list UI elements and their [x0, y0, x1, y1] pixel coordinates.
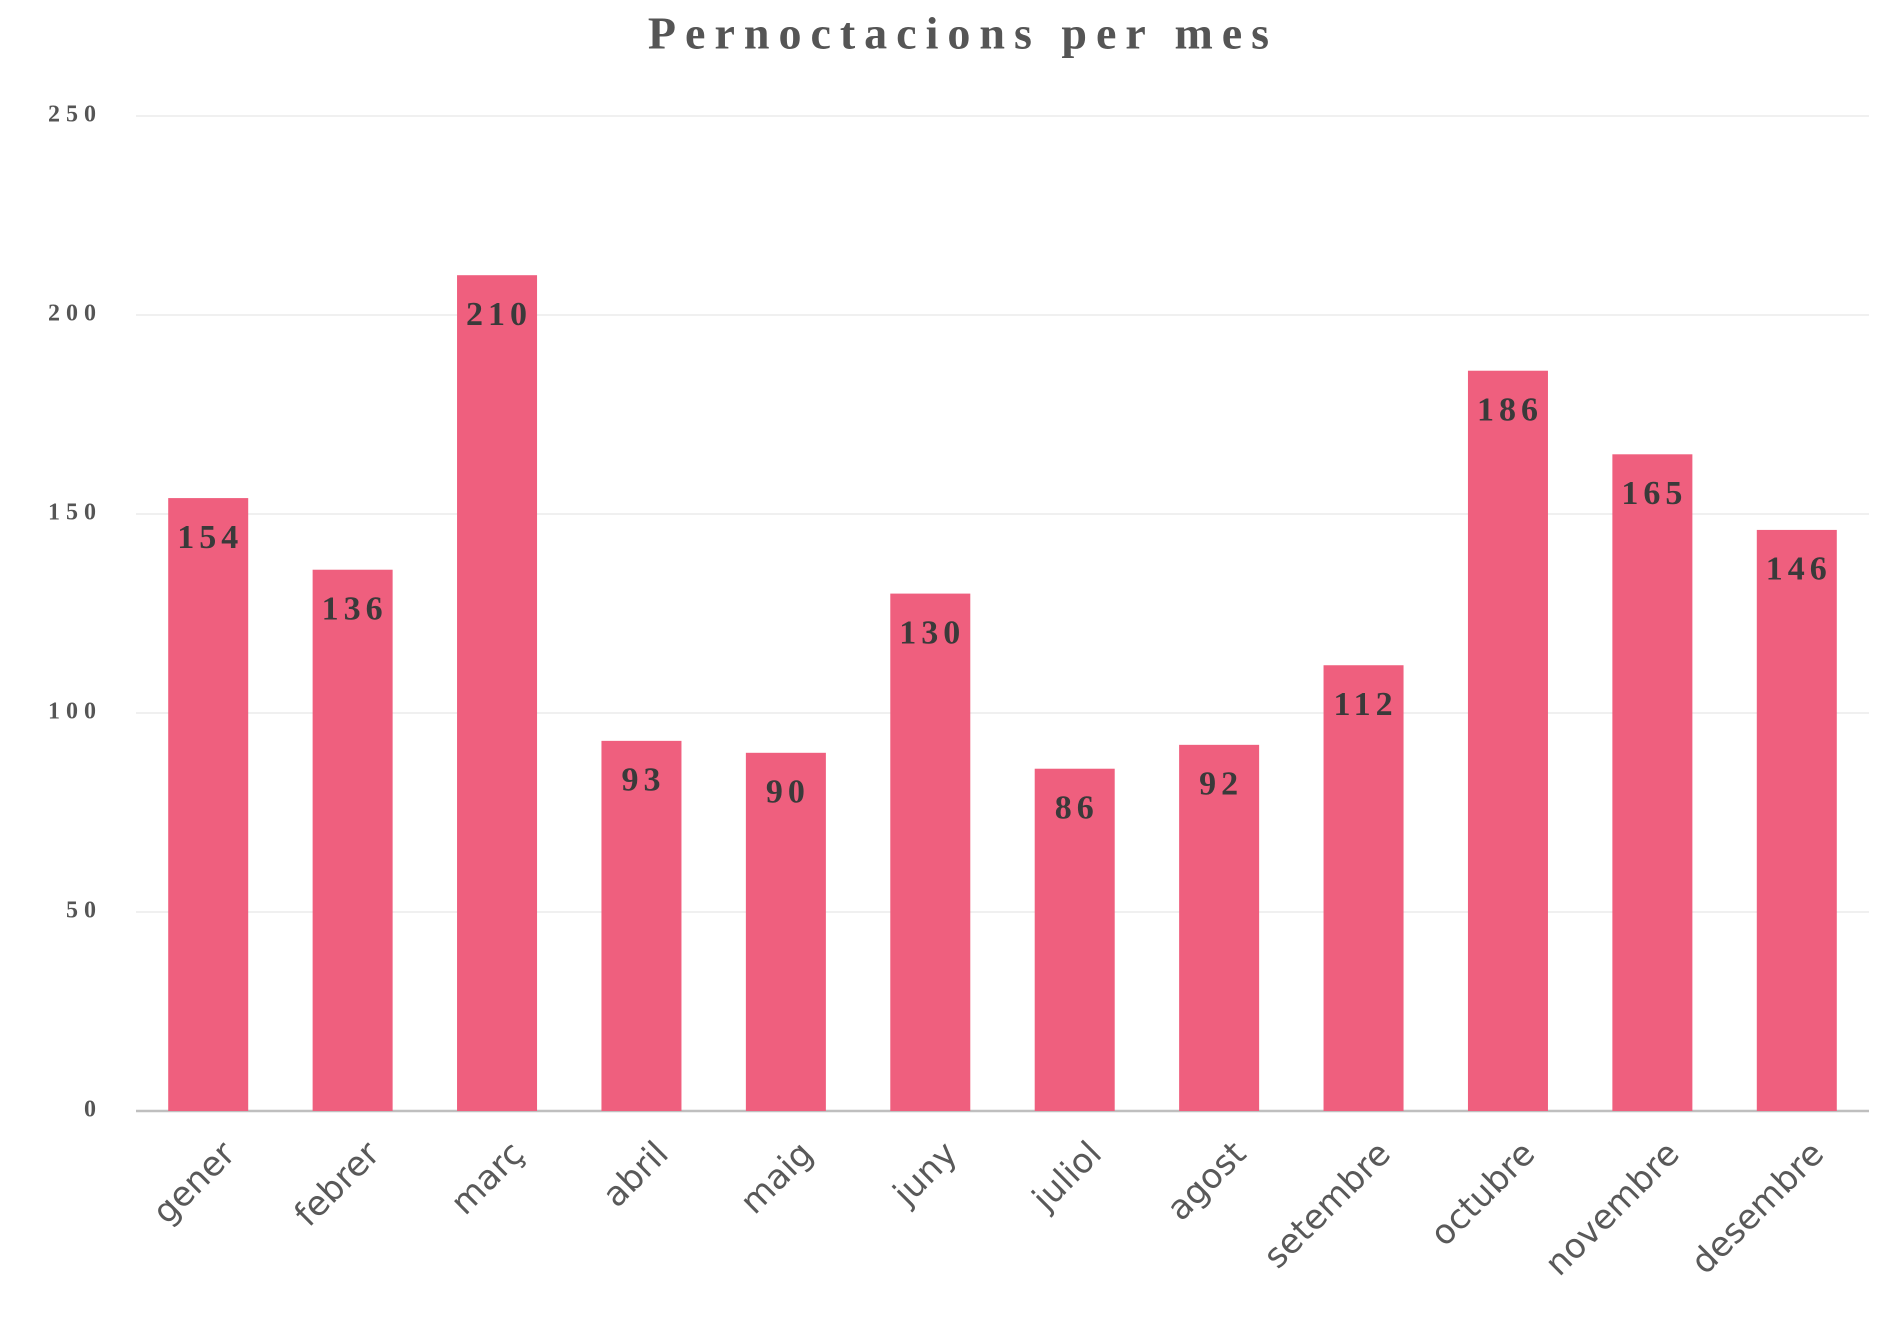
bar [312, 569, 393, 1111]
y-tick-label: 200 [48, 301, 102, 327]
data-label: 146 [1766, 551, 1832, 588]
bar [1756, 529, 1837, 1111]
bar [1323, 665, 1404, 1111]
data-label: 130 [899, 614, 965, 651]
x-tick-label: maig [733, 1134, 821, 1222]
x-tick-label: octubre [1423, 1134, 1543, 1254]
chart-title: Pernoctacions per mes [648, 8, 1278, 59]
data-label: 210 [466, 296, 532, 333]
x-tick-label: agost [1159, 1134, 1254, 1229]
x-tick-label: març [443, 1134, 532, 1223]
bar [1467, 370, 1548, 1112]
y-tick-label: 50 [66, 898, 102, 924]
data-label: 112 [1333, 686, 1397, 723]
bar [1034, 768, 1115, 1111]
data-label: 93 [621, 762, 665, 799]
y-tick-label: 100 [48, 699, 102, 725]
x-tick-label: gener [145, 1134, 243, 1232]
bar [890, 593, 971, 1111]
data-label: 154 [177, 519, 243, 556]
y-tick-label: 250 [48, 102, 102, 128]
y-tick-label: 150 [48, 500, 102, 526]
bar [745, 752, 826, 1111]
x-tick-label: novembre [1537, 1134, 1687, 1284]
data-label: 92 [1199, 766, 1243, 803]
x-tick-label: juliol [1024, 1134, 1110, 1220]
bar [168, 498, 249, 1112]
data-label: 136 [322, 591, 388, 628]
x-tick-label: setembre [1256, 1134, 1399, 1277]
x-tick-label: juny [885, 1134, 965, 1214]
data-label: 165 [1621, 475, 1687, 512]
x-tick-label: abril [595, 1134, 677, 1216]
data-label: 86 [1055, 790, 1099, 827]
data-label: 90 [766, 774, 810, 811]
bar [1612, 454, 1693, 1111]
bar [1179, 744, 1260, 1111]
y-tick-label: 0 [84, 1097, 102, 1123]
x-tick-label: desembre [1683, 1134, 1831, 1282]
x-tick-label: febrer [287, 1134, 388, 1235]
bar [601, 740, 682, 1111]
bar [457, 275, 538, 1111]
data-label: 186 [1477, 392, 1543, 429]
